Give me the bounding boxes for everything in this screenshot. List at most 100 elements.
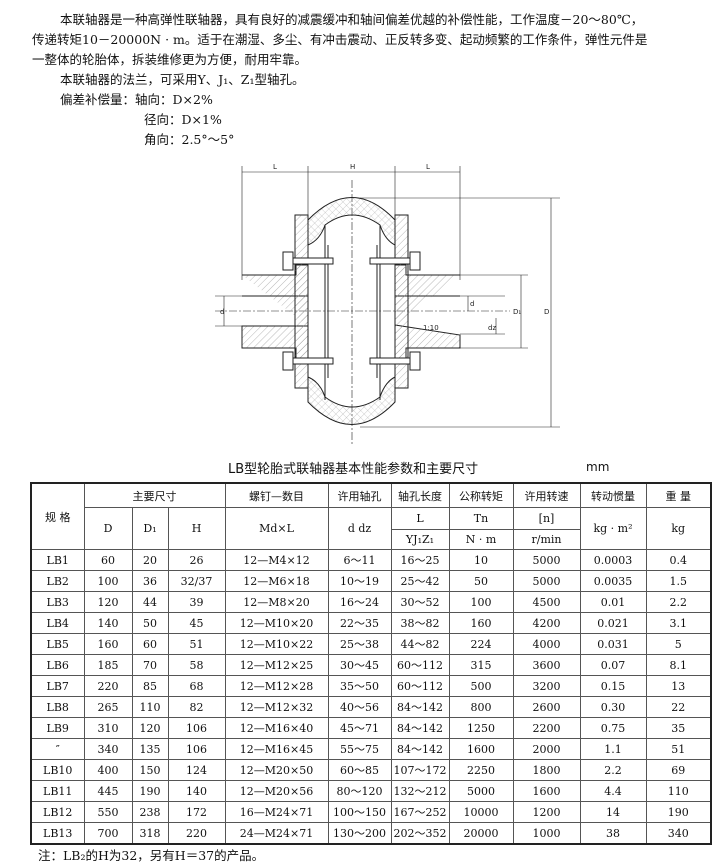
table-cell: 25～42 xyxy=(390,570,450,592)
table-cell: LB12 xyxy=(30,801,85,823)
table-cell: 12—M12×25 xyxy=(224,654,329,676)
table-row: LB2 100 36 32/37 12—M6×18 10～19 25～42 50 5000 0.0… xyxy=(30,570,712,592)
table-cell: 24—M24×71 xyxy=(224,822,329,845)
table-cell: 3200 xyxy=(512,675,581,697)
table-cell: 238 xyxy=(131,801,169,823)
table-cell: 4.4 xyxy=(579,780,647,802)
table-cell: 1200 xyxy=(512,801,581,823)
table-cell: 5000 xyxy=(512,549,581,571)
table-cell: 130～200 xyxy=(327,822,392,845)
table-cell: 2200 xyxy=(512,717,581,739)
header-screw: 螺钉—数目 xyxy=(224,482,329,508)
table-cell: 2600 xyxy=(512,696,581,718)
svg-text:d: d xyxy=(220,308,224,316)
table-cell: 110 xyxy=(131,696,169,718)
table-cell: 140 xyxy=(83,612,133,634)
table-cell: 2.2 xyxy=(645,591,712,613)
table-cell: 12—M12×32 xyxy=(224,696,329,718)
table-cell: 220 xyxy=(167,822,226,845)
intro-line: 角向：2.5°～5° xyxy=(144,132,235,147)
table-cell: 50 xyxy=(448,570,514,592)
table-cell: 82 xyxy=(167,696,226,718)
table-cell: 107～172 xyxy=(390,759,450,781)
table-cell: 190 xyxy=(131,780,169,802)
table-cell: 12—M12×28 xyxy=(224,675,329,697)
table-cell: 70 xyxy=(131,654,169,676)
table-cell: 110 xyxy=(645,780,712,802)
table-cell: 124 xyxy=(167,759,226,781)
table-cell: 38～82 xyxy=(390,612,450,634)
table-cell: 4500 xyxy=(512,591,581,613)
table-cell: LB13 xyxy=(30,822,85,845)
table-cell: 100 xyxy=(448,591,514,613)
table-cell: 220 xyxy=(83,675,133,697)
table-cell: 106 xyxy=(167,738,226,760)
tire-web xyxy=(324,225,381,400)
table-cell: 45 xyxy=(167,612,226,634)
table-cell: 12—M20×50 xyxy=(224,759,329,781)
table-cell: 50 xyxy=(131,612,169,634)
spec-table: 规 格 主要尺寸 螺钉—数目 许用轴孔 轴孔长度 公称转矩 许用转速 转动惯量 … xyxy=(30,482,712,845)
table-cell: 1000 xyxy=(512,822,581,845)
table-cell: 16～24 xyxy=(327,591,392,613)
table-cell: ″ xyxy=(30,738,85,760)
svg-text:dz: dz xyxy=(488,324,496,332)
table-cell: 4000 xyxy=(512,633,581,655)
table-cell: 140 xyxy=(167,780,226,802)
svg-text:1:10: 1:10 xyxy=(423,324,439,332)
table-cell: 60～85 xyxy=(327,759,392,781)
table-cell: 12—M10×20 xyxy=(224,612,329,634)
table-cell: 26 xyxy=(167,549,226,571)
table-cell: 30～45 xyxy=(327,654,392,676)
table-cell: 1250 xyxy=(448,717,514,739)
table-row: LB13 700 318 220 24—M24×71 130～200 202～352 2000… xyxy=(30,822,712,845)
table-cell: 135 xyxy=(131,738,169,760)
dimension-lines xyxy=(215,166,560,445)
table-cell: 38 xyxy=(579,822,647,845)
table-cell: 100 xyxy=(83,570,133,592)
header-bore-sub: d dz xyxy=(327,507,392,550)
intro-line: 偏差补偿量：轴向：D×2% xyxy=(60,92,213,107)
table-cell: LB2 xyxy=(30,570,85,592)
table-cell: 185 xyxy=(83,654,133,676)
header-torque: 公称转矩 xyxy=(448,482,514,508)
table-cell: 315 xyxy=(448,654,514,676)
table-cell: 1.1 xyxy=(579,738,647,760)
header-D: D xyxy=(83,507,133,550)
header-speed: 许用转速 xyxy=(512,482,581,508)
table-cell: 40～56 xyxy=(327,696,392,718)
table-cell: 84～142 xyxy=(390,717,450,739)
table-cell: 132～212 xyxy=(390,780,450,802)
table-cell: 0.031 xyxy=(579,633,647,655)
header-bore: 许用轴孔 xyxy=(327,482,392,508)
svg-text:D₁: D₁ xyxy=(513,308,521,316)
table-cell: 58 xyxy=(167,654,226,676)
table-cell: 60 xyxy=(131,633,169,655)
header-inertia-sub: kg · m² xyxy=(579,507,647,550)
header-main-dims: 主要尺寸 xyxy=(83,482,226,508)
header-bore-len-sub1: L xyxy=(390,507,450,530)
table-cell: 16～25 xyxy=(390,549,450,571)
table-cell: 3600 xyxy=(512,654,581,676)
table-cell: 13 xyxy=(645,675,712,697)
table-row: LB5 160 60 51 12—M10×22 25～38 44～82 224 4000 0.03… xyxy=(30,633,712,655)
table-cell: LB9 xyxy=(30,717,85,739)
table-cell: LB11 xyxy=(30,780,85,802)
table-cell: 10～19 xyxy=(327,570,392,592)
table-cell: 22～35 xyxy=(327,612,392,634)
header-speed-sub1: [n] xyxy=(512,507,581,530)
header-inertia: 转动惯量 xyxy=(579,482,647,508)
coupling-drawing: L H L d d dz 1:10 D₁ D xyxy=(215,163,560,445)
table-cell: 20000 xyxy=(448,822,514,845)
table-cell: 51 xyxy=(167,633,226,655)
table-cell: 12—M10×22 xyxy=(224,633,329,655)
table-cell: 190 xyxy=(645,801,712,823)
svg-text:d: d xyxy=(470,300,474,308)
table-cell: 1.5 xyxy=(645,570,712,592)
table-cell: 55～75 xyxy=(327,738,392,760)
table-cell: 60 xyxy=(83,549,133,571)
table-cell: 800 xyxy=(448,696,514,718)
table-row: LB10 400 150 124 12—M20×50 60～85 107～172 2250 18… xyxy=(30,759,712,781)
table-cell: 35 xyxy=(645,717,712,739)
table-cell: 51 xyxy=(645,738,712,760)
